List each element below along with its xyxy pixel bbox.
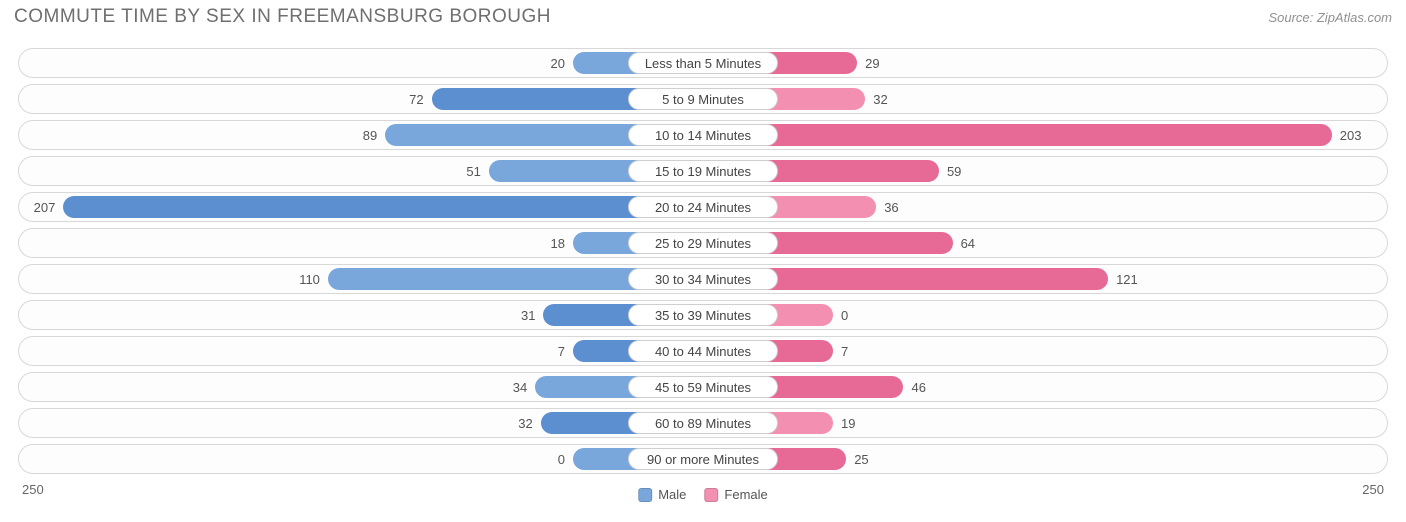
axis-max-right: 250 — [1362, 482, 1384, 497]
category-pill: 35 to 39 Minutes — [628, 304, 778, 326]
legend-label-female: Female — [724, 487, 767, 502]
category-pill: 45 to 59 Minutes — [628, 376, 778, 398]
value-male: 51 — [429, 160, 489, 182]
value-male: 20 — [513, 52, 573, 74]
value-female: 7 — [833, 340, 893, 362]
category-pill: 10 to 14 Minutes — [628, 124, 778, 146]
value-female: 25 — [846, 448, 906, 470]
category-pill: 40 to 44 Minutes — [628, 340, 778, 362]
source-attribution: Source: ZipAtlas.com — [1268, 10, 1392, 25]
bar-female — [703, 124, 1332, 146]
category-pill: 90 or more Minutes — [628, 448, 778, 470]
bar-male — [63, 196, 703, 218]
value-female: 59 — [939, 160, 999, 182]
value-female: 19 — [833, 412, 893, 434]
value-female: 32 — [865, 88, 925, 110]
chart-title: COMMUTE TIME BY SEX IN FREEMANSBURG BORO… — [14, 6, 551, 28]
value-male: 89 — [325, 124, 385, 146]
legend-item-female: Female — [704, 487, 767, 502]
row-track: 18 64 25 to 29 Minutes — [18, 228, 1388, 258]
legend: Male Female — [638, 487, 768, 502]
row-track: 7 7 40 to 44 Minutes — [18, 336, 1388, 366]
value-female: 0 — [833, 304, 893, 326]
category-pill: 5 to 9 Minutes — [628, 88, 778, 110]
category-pill: 60 to 89 Minutes — [628, 412, 778, 434]
row-track: 0 25 90 or more Minutes — [18, 444, 1388, 474]
row-track: 32 19 60 to 89 Minutes — [18, 408, 1388, 438]
row-track: 110 121 30 to 34 Minutes — [18, 264, 1388, 294]
value-female: 29 — [857, 52, 917, 74]
category-pill: 20 to 24 Minutes — [628, 196, 778, 218]
row-track: 34 46 45 to 59 Minutes — [18, 372, 1388, 402]
chart-area: 20 29 Less than 5 Minutes 72 32 5 to 9 Minute… — [18, 48, 1388, 478]
category-pill: 25 to 29 Minutes — [628, 232, 778, 254]
value-female: 203 — [1332, 124, 1392, 146]
value-male: 0 — [513, 448, 573, 470]
legend-item-male: Male — [638, 487, 686, 502]
row-track: 51 59 15 to 19 Minutes — [18, 156, 1388, 186]
value-male: 31 — [483, 304, 543, 326]
axis-max-left: 250 — [22, 482, 44, 497]
value-female: 64 — [953, 232, 1013, 254]
value-male: 72 — [372, 88, 432, 110]
value-male: 32 — [481, 412, 541, 434]
row-track: 2073620 to 24 Minutes — [18, 192, 1388, 222]
value-male: 207 — [3, 196, 63, 218]
row-track: 72 32 5 to 9 Minutes — [18, 84, 1388, 114]
value-female: 121 — [1108, 268, 1168, 290]
swatch-female — [704, 488, 718, 502]
swatch-male — [638, 488, 652, 502]
value-female: 36 — [876, 196, 936, 218]
value-male: 7 — [513, 340, 573, 362]
legend-label-male: Male — [658, 487, 686, 502]
value-male: 18 — [513, 232, 573, 254]
value-male: 34 — [475, 376, 535, 398]
category-pill: Less than 5 Minutes — [628, 52, 778, 74]
row-track: 31 0 35 to 39 Minutes — [18, 300, 1388, 330]
value-male: 110 — [268, 268, 328, 290]
category-pill: 30 to 34 Minutes — [628, 268, 778, 290]
value-female: 46 — [903, 376, 963, 398]
row-track: 20 29 Less than 5 Minutes — [18, 48, 1388, 78]
row-track: 8920310 to 14 Minutes — [18, 120, 1388, 150]
category-pill: 15 to 19 Minutes — [628, 160, 778, 182]
